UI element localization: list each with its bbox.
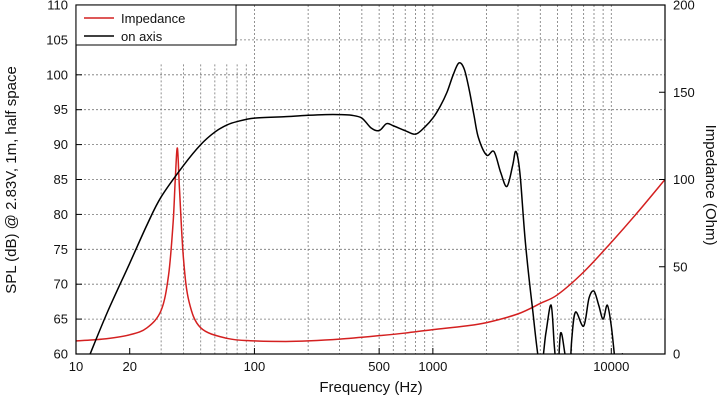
legend-label-on-axis: on axis bbox=[121, 29, 163, 44]
x-axis-title: Frequency (Hz) bbox=[319, 379, 422, 396]
left-y-tick-label: 90 bbox=[54, 137, 68, 152]
legend-box bbox=[75, 4, 237, 46]
left-y-tick-label: 100 bbox=[46, 67, 68, 82]
x-tick-label: 10000 bbox=[593, 359, 629, 374]
legend-label-impedance: Impedance bbox=[121, 11, 185, 26]
left-y-tick-label: 80 bbox=[54, 207, 68, 222]
left-y-tick-label: 70 bbox=[54, 277, 68, 292]
x-tick-label: 500 bbox=[368, 359, 390, 374]
right-y-tick-label: 200 bbox=[673, 0, 695, 13]
series-layer bbox=[76, 62, 665, 354]
left-y-tick-label: 85 bbox=[54, 172, 68, 187]
tick-labels: 60 65 70 75 80 85 90 95 100 105 110 0 50 100 150 200 10 2… bbox=[46, 0, 694, 374]
grid-lines bbox=[76, 5, 665, 354]
left-y-tick-label: 65 bbox=[54, 312, 68, 327]
x-tick-label: 10 bbox=[69, 359, 83, 374]
right-y-tick-label: 100 bbox=[673, 172, 695, 187]
left-y-axis-title: SPL (dB) @ 2.83V, 1m, half space bbox=[3, 66, 20, 294]
x-tick-label: 20 bbox=[122, 359, 136, 374]
series-line-on-axis bbox=[89, 62, 624, 354]
x-tick-label: 1000 bbox=[418, 359, 447, 374]
right-y-tick-label: 150 bbox=[673, 85, 695, 100]
right-y-tick-label: 0 bbox=[673, 347, 680, 362]
x-tick-label: 100 bbox=[244, 359, 266, 374]
left-y-tick-label: 95 bbox=[54, 102, 68, 117]
series-line-impedance bbox=[76, 147, 665, 343]
left-y-tick-label: 60 bbox=[54, 347, 68, 362]
right-y-axis-title: Impedance (Ohm) bbox=[702, 125, 719, 246]
left-y-tick-label: 105 bbox=[46, 32, 68, 47]
legend: Impedance on axis bbox=[75, 4, 237, 46]
right-y-tick-label: 50 bbox=[673, 259, 687, 274]
left-y-tick-label: 110 bbox=[47, 0, 68, 13]
left-y-tick-label: 75 bbox=[54, 242, 68, 257]
